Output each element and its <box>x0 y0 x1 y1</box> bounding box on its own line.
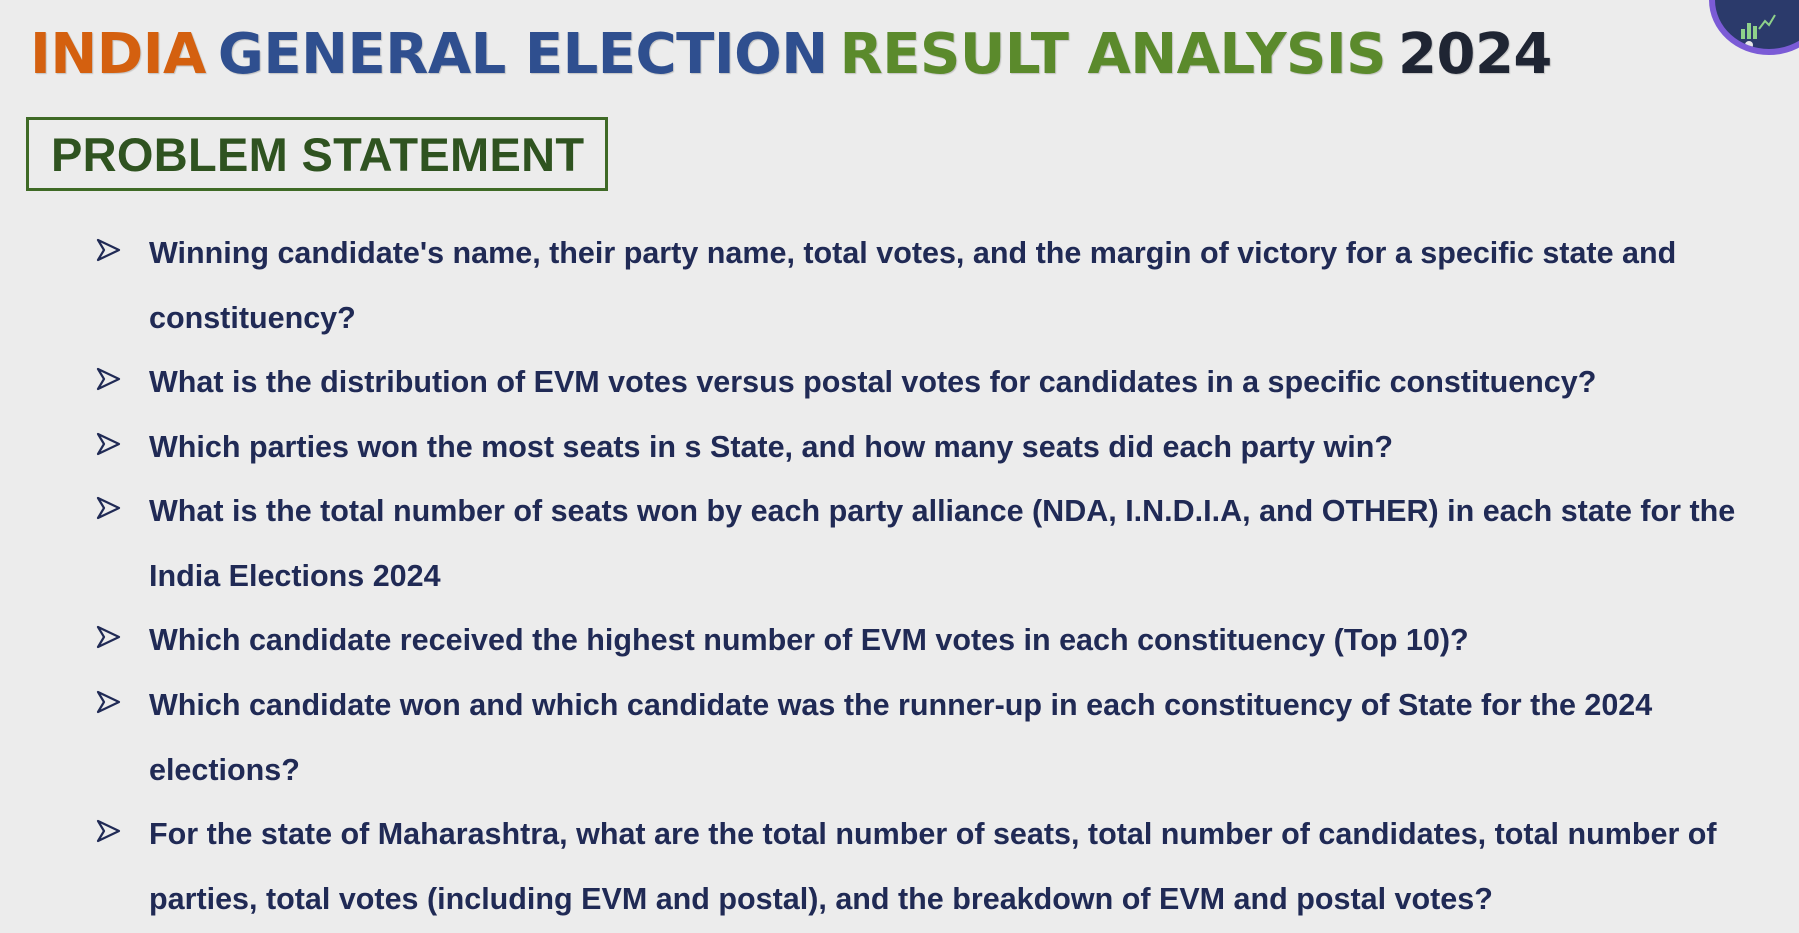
arrow-bullet-icon <box>96 432 121 456</box>
question-text: Which parties won the most seats in s St… <box>149 430 1394 464</box>
arrow-bullet-icon <box>96 496 121 520</box>
question-text: What is the distribution of EVM votes ve… <box>149 365 1597 399</box>
arrow-bullet-icon <box>96 690 121 714</box>
page-title: INDIA GENERAL ELECTION RESULT ANALYSIS 2024 <box>30 20 1564 90</box>
arrow-bullet-icon <box>96 238 121 262</box>
question-text: What is the total number of seats won by… <box>149 494 1736 593</box>
question-text: Which candidate won and which candidate … <box>149 688 1653 787</box>
arrow-bullet-icon <box>96 819 121 843</box>
problem-statement-heading: PROBLEM STATEMENT <box>51 127 585 181</box>
chart-icon <box>1741 14 1776 49</box>
title-india: INDIA <box>30 22 206 87</box>
question-text: Which candidate received the highest num… <box>149 623 1469 657</box>
title-general-election: GENERAL ELECTION <box>217 22 828 87</box>
problem-statement-box: PROBLEM STATEMENT <box>26 117 608 191</box>
analytics-logo-icon <box>1709 0 1799 55</box>
question-text: Winning candidate's name, their party na… <box>149 236 1677 335</box>
title-year: 2024 <box>1398 22 1552 87</box>
title-result-analysis: RESULT ANALYSIS <box>839 22 1387 87</box>
arrow-bullet-icon <box>96 625 121 649</box>
question-text: For the state of Maharashtra, what are t… <box>149 817 1717 916</box>
arrow-bullet-icon <box>96 367 121 391</box>
